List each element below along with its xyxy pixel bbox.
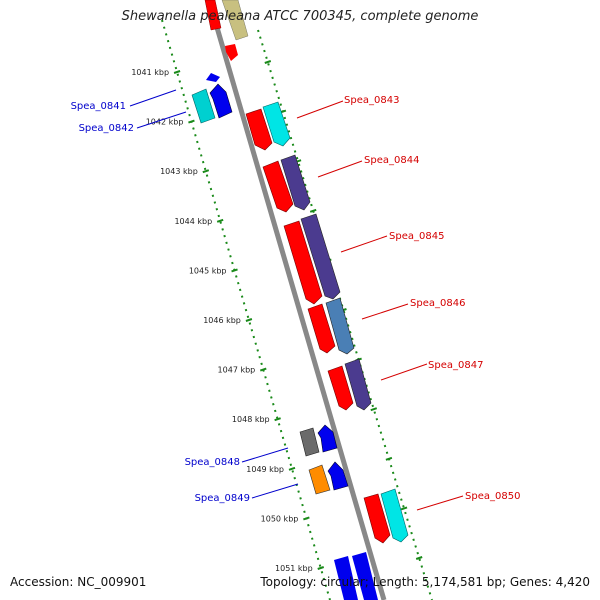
gene-label[interactable]: Spea_0841 bbox=[71, 101, 126, 112]
kbp-labels: 1041 kbp 1042 kbp 1043 kbp 1044 kbp 1045 kbp… bbox=[131, 68, 312, 573]
gene-label[interactable]: Spea_0846 bbox=[410, 298, 465, 309]
callout-line bbox=[129, 89, 177, 107]
kbp-label: 1044 kbp bbox=[174, 217, 212, 226]
outer-scale-ring bbox=[257, 29, 433, 600]
genome-backbone bbox=[206, 0, 387, 600]
page-title: Shewanella pealeana ATCC 700345, complet… bbox=[121, 9, 479, 24]
gene-arrow-spea-0847[interactable] bbox=[327, 365, 354, 411]
kbp-tick bbox=[245, 318, 253, 322]
kbp-tick bbox=[309, 208, 317, 213]
kbp-label: 1051 kbp bbox=[275, 564, 313, 573]
gene-arrow-blue[interactable] bbox=[327, 461, 349, 491]
topology-label: Topology: circular; Length: 5,174,581 bp… bbox=[260, 575, 590, 589]
kbp-tick bbox=[188, 119, 195, 124]
gene-label[interactable]: Spea_0843 bbox=[344, 95, 399, 106]
gene-arrow-purple[interactable] bbox=[300, 213, 341, 300]
kbp-tick bbox=[288, 466, 296, 471]
kbp-label: 1041 kbp bbox=[131, 68, 169, 77]
gene-arrow-blue[interactable] bbox=[209, 83, 233, 119]
gene-arrow-spea-0850[interactable] bbox=[363, 493, 391, 544]
kbp-tick bbox=[231, 268, 238, 273]
kbp-tick bbox=[400, 506, 408, 511]
gene-label[interactable]: Spea_0850 bbox=[465, 491, 520, 502]
kbp-tick bbox=[264, 60, 272, 64]
callout-line bbox=[416, 495, 464, 511]
gene-label[interactable]: Spea_0845 bbox=[389, 231, 444, 242]
kbp-tick bbox=[303, 516, 310, 521]
gene-label[interactable]: Spea_0842 bbox=[79, 123, 134, 134]
gene-label[interactable]: Spea_0849 bbox=[195, 493, 250, 504]
kbp-label: 1042 kbp bbox=[146, 118, 184, 127]
kbp-tick bbox=[274, 417, 281, 422]
gene-arrow-blue[interactable] bbox=[206, 73, 220, 82]
kbp-label: 1048 kbp bbox=[232, 415, 270, 424]
kbp-label: 1049 kbp bbox=[246, 465, 284, 474]
callout-line bbox=[296, 100, 344, 119]
kbp-tick bbox=[317, 566, 325, 570]
kbp-tick bbox=[173, 70, 181, 74]
callout-line bbox=[317, 160, 363, 178]
callout-line bbox=[136, 111, 187, 129]
kbp-label: 1047 kbp bbox=[218, 366, 256, 375]
kbp-tick bbox=[415, 556, 423, 560]
kbp-tick bbox=[202, 169, 210, 174]
kbp-label: 1046 kbp bbox=[203, 316, 241, 325]
callout-line bbox=[251, 483, 299, 499]
kbp-label: 1043 kbp bbox=[160, 167, 198, 176]
gene-label[interactable]: Spea_0844 bbox=[364, 155, 419, 166]
gene-arrow-red[interactable] bbox=[225, 44, 238, 61]
kbp-tick bbox=[259, 367, 267, 372]
gene-arrow-orange[interactable] bbox=[308, 464, 331, 495]
gene-label[interactable]: Spea_0848 bbox=[185, 457, 240, 468]
callout-line bbox=[361, 303, 409, 320]
kbp-tick bbox=[216, 218, 224, 223]
gene-arrow-steelblue[interactable] bbox=[325, 297, 355, 355]
gene-arrow-cyan[interactable] bbox=[191, 88, 216, 124]
gene-arrow-spea-0843[interactable] bbox=[245, 108, 273, 151]
gene-arrow-spea-0844[interactable] bbox=[262, 160, 294, 213]
accession-label: Accession: NC_009901 bbox=[10, 575, 147, 589]
kbp-tick bbox=[385, 456, 393, 461]
gene-label[interactable]: Spea_0847 bbox=[428, 360, 483, 371]
callout-line bbox=[380, 363, 428, 381]
kbp-tick bbox=[370, 407, 378, 412]
callout-line bbox=[241, 447, 289, 463]
inner-scale-ring bbox=[161, 19, 331, 600]
gene-arrow-blue[interactable] bbox=[317, 424, 338, 453]
kbp-label: 1050 kbp bbox=[261, 514, 299, 523]
gene-arrow-red[interactable] bbox=[204, 0, 222, 31]
gene-arrow-purple[interactable] bbox=[344, 358, 372, 411]
gene-arrow-khaki[interactable] bbox=[221, 0, 249, 41]
gene-arrow-blue[interactable] bbox=[352, 552, 378, 600]
gene-arrow-blue[interactable] bbox=[334, 556, 358, 600]
gene-arrow-purple[interactable] bbox=[280, 154, 311, 211]
kbp-label: 1045 kbp bbox=[189, 266, 227, 275]
gene-arrow-cyan[interactable] bbox=[262, 101, 291, 147]
callout-line bbox=[340, 235, 388, 253]
gene-arrow-cyan[interactable] bbox=[380, 488, 409, 543]
gene-arrow-spea-0845[interactable] bbox=[283, 220, 323, 305]
gene-arrow-spea-0846[interactable] bbox=[307, 303, 336, 354]
gene-arrow-gray[interactable] bbox=[299, 427, 320, 457]
